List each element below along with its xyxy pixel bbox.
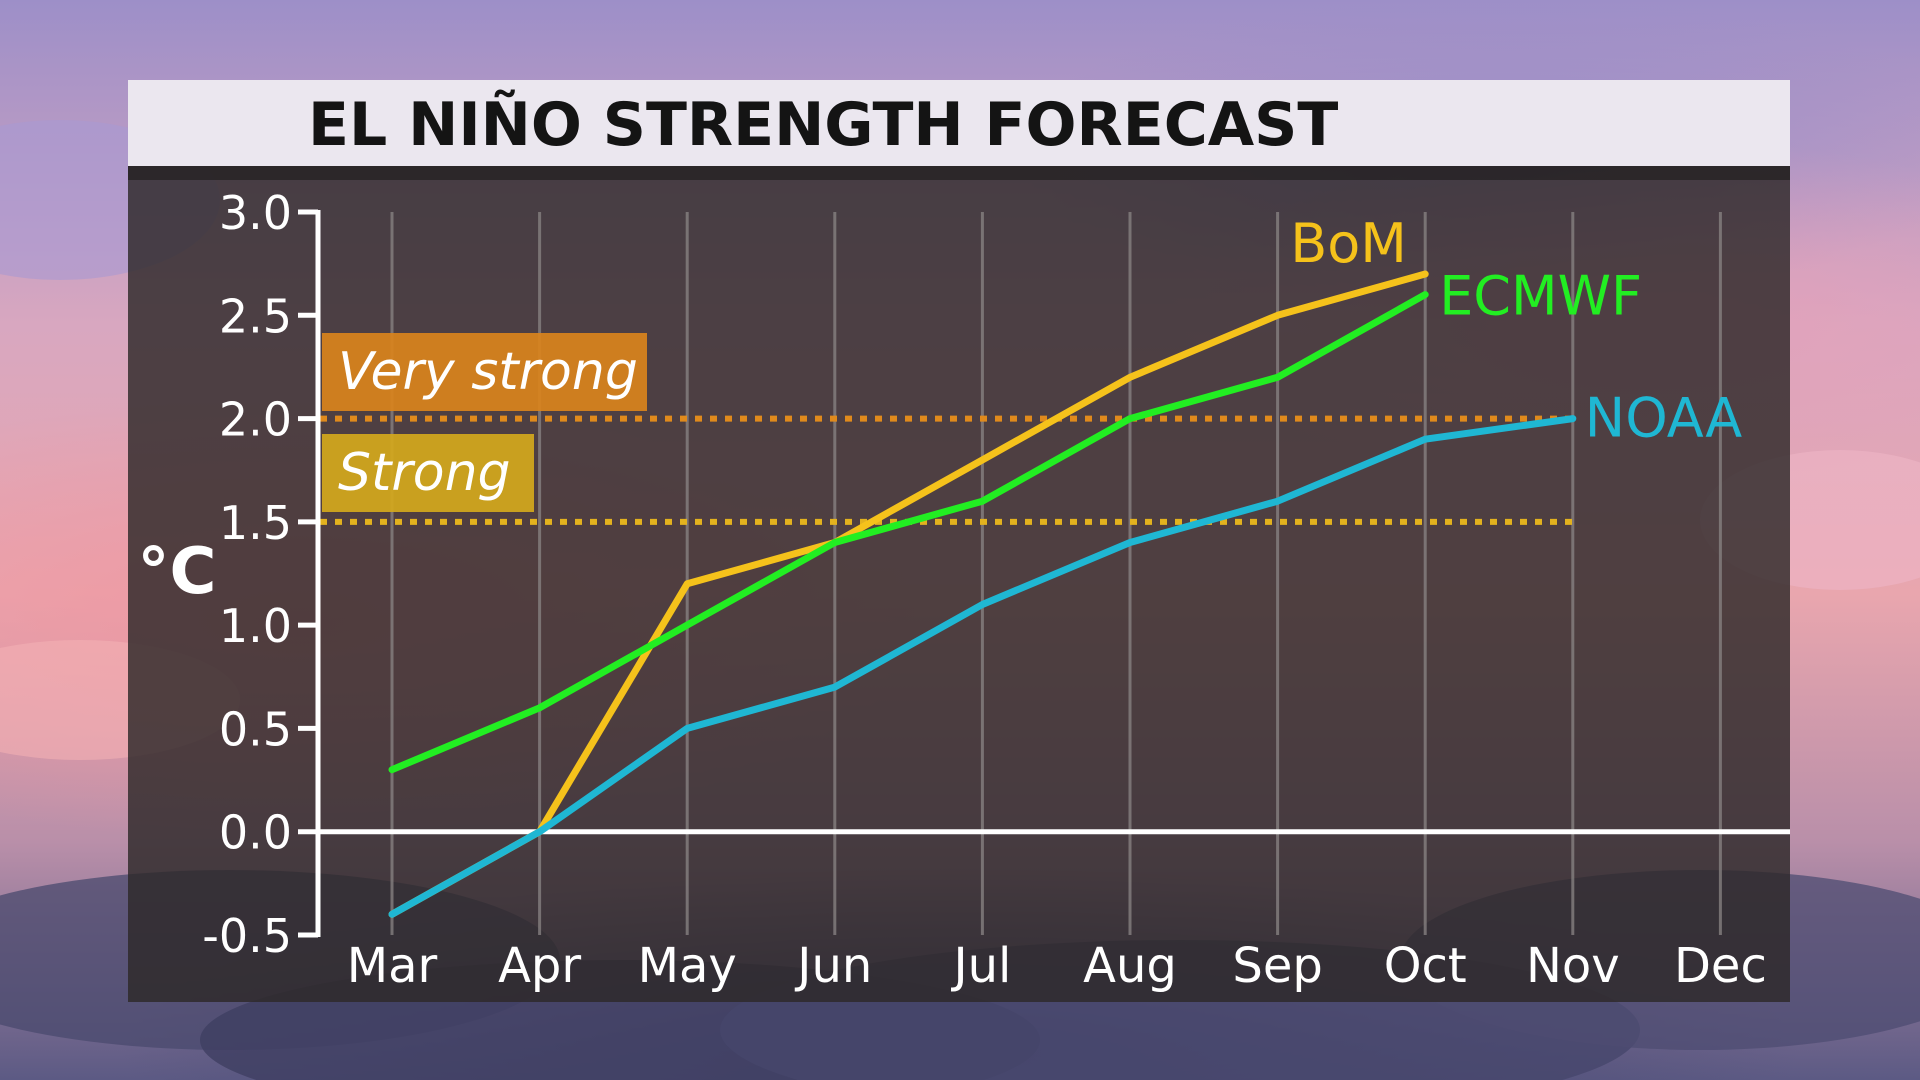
x-tick-label-aug: Aug [1083,938,1177,994]
x-tick-label-oct: Oct [1384,938,1467,994]
y-tick-label: 1.5 [219,496,292,550]
chart-title: EL NIÑO STRENGTH FORECAST [308,90,1339,160]
series-lines [388,270,1577,918]
x-tick-label-may: May [638,938,737,994]
series-label-ecmwf: ECMWF [1439,265,1642,328]
x-tick-label-nov: Nov [1526,938,1620,994]
chart-panel [128,166,1790,1002]
grid-lines [390,212,1722,935]
series-label-bom: BoM [1290,212,1407,275]
series-line-bom [388,270,1429,918]
series-line-ecmwf [388,291,1429,774]
chart-labels: Very strong Strong BoM ECMWF NOAA [322,212,1742,512]
x-tick-label-dec: Dec [1674,938,1767,994]
series-label-noaa: NOAA [1585,387,1742,450]
axes: 3.0 2.5 2.0 1.5 1.0 0.5 0.0 -0.5 °C Mar Apr May Jun J… [138,186,1790,994]
threshold-label-strong: Strong [338,443,511,503]
y-tick-label: 0.5 [219,702,292,756]
chart-panel-strip [128,166,1790,180]
y-tick-label: 2.0 [219,393,292,447]
y-axis-label: °C [138,535,217,609]
threshold-label-box-strong [322,434,534,512]
y-tick-label: -0.5 [202,909,292,963]
threshold-label-very-strong: Very strong [338,342,638,402]
x-tick-label-jul: Jul [950,938,1011,994]
y-tick-label: 1.0 [219,599,292,653]
y-tick-label: 3.0 [219,186,292,240]
x-tick-label-jun: Jun [794,938,872,994]
x-tick-label-sep: Sep [1232,938,1322,994]
y-tick-label: 0.0 [219,806,292,860]
threshold-label-box-very-strong [322,333,647,411]
y-tick-label: 2.5 [219,289,292,343]
title-bar: EL NIÑO STRENGTH FORECAST [128,80,1790,166]
x-tick-label-apr: Apr [498,938,581,994]
x-tick-label-mar: Mar [347,938,438,994]
